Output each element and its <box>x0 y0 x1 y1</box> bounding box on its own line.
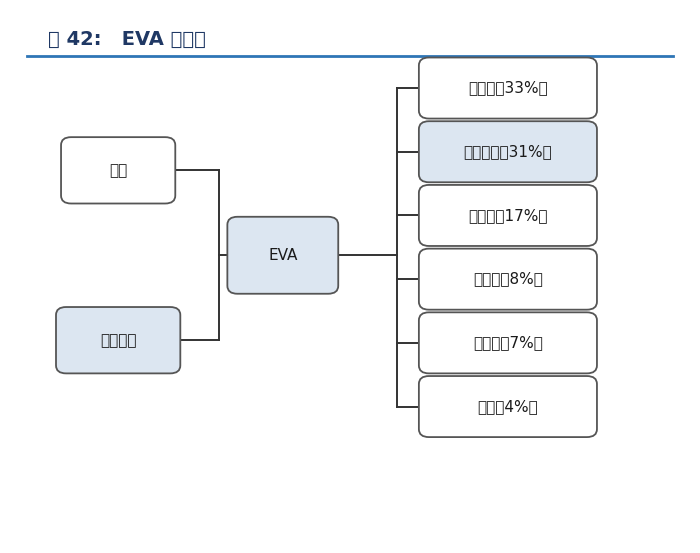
Text: 农膜（4%）: 农膜（4%） <box>477 399 538 414</box>
FancyBboxPatch shape <box>419 185 597 246</box>
FancyBboxPatch shape <box>419 121 597 182</box>
FancyBboxPatch shape <box>419 58 597 118</box>
FancyBboxPatch shape <box>419 249 597 310</box>
Text: 醋酸乙烯: 醋酸乙烯 <box>100 333 136 348</box>
FancyBboxPatch shape <box>419 312 597 373</box>
Text: 涂覆料（8%）: 涂覆料（8%） <box>473 272 543 286</box>
FancyBboxPatch shape <box>56 307 181 373</box>
Text: 电缆料（33%）: 电缆料（33%） <box>468 81 548 96</box>
FancyBboxPatch shape <box>61 137 175 204</box>
Text: 图 42:   EVA 产业链: 图 42: EVA 产业链 <box>48 30 206 49</box>
Text: 发泡料（17%）: 发泡料（17%） <box>468 208 547 223</box>
Text: 乙烯: 乙烯 <box>109 163 127 178</box>
Text: EVA: EVA <box>268 248 298 263</box>
FancyBboxPatch shape <box>419 376 597 437</box>
FancyBboxPatch shape <box>228 217 338 294</box>
Text: 光伏胶膜（31%）: 光伏胶膜（31%） <box>463 144 552 159</box>
Text: 热熔胶（7%）: 热熔胶（7%） <box>473 335 543 351</box>
